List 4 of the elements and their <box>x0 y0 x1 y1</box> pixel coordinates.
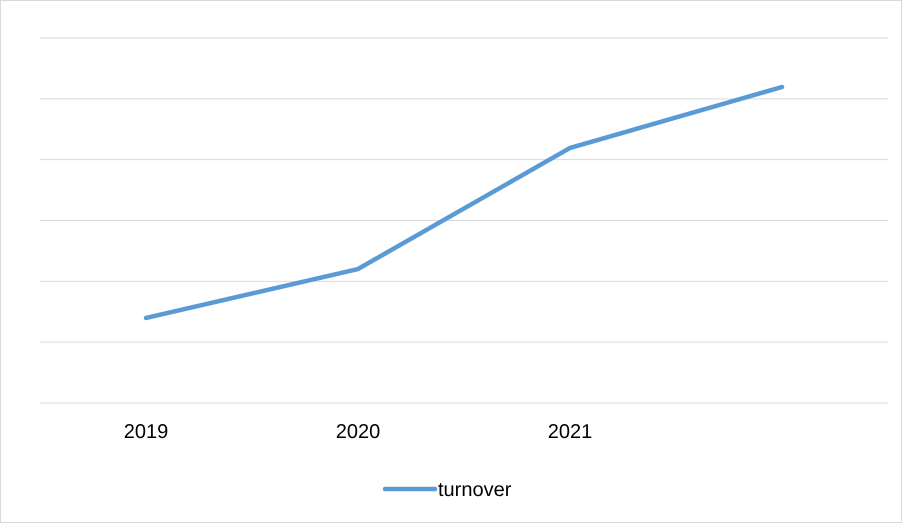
legend-label: turnover <box>438 479 512 501</box>
x-tick-label: 2020 <box>336 421 380 443</box>
x-tick-label: 2019 <box>124 421 168 443</box>
x-tick-label: 2021 <box>548 421 592 443</box>
